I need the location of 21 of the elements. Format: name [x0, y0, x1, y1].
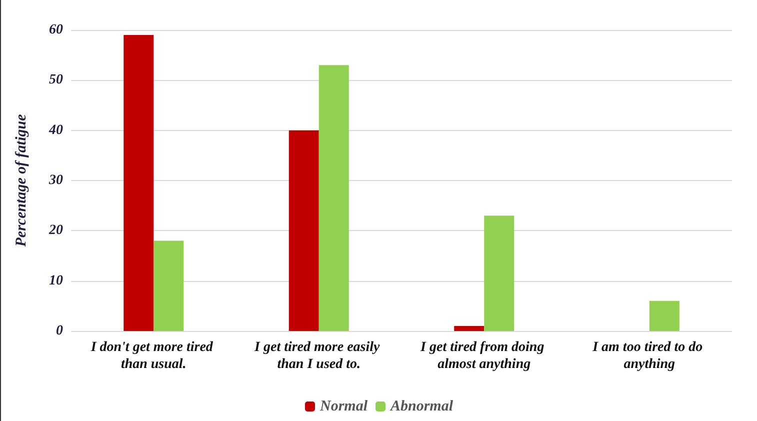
- y-tick-label: 30: [48, 173, 63, 188]
- bar: [124, 35, 154, 331]
- y-tick-label: 60: [49, 22, 63, 38]
- x-tick-label: I get tired from doing almost anything: [420, 340, 548, 372]
- x-tick-label: I don't get more tired than usual.: [90, 340, 216, 372]
- y-axis-title: Percentage of fatigue: [14, 114, 30, 247]
- y-tick-label: 0: [56, 324, 63, 338]
- bar: [484, 216, 514, 331]
- bar: [288, 130, 319, 331]
- x-tick-label: I get tired more easily than I used to.: [254, 340, 384, 372]
- bar: [318, 65, 349, 331]
- y-tick-label: 40: [48, 122, 63, 138]
- y-tick-label: 50: [49, 72, 63, 88]
- y-tick-label: 10: [49, 273, 63, 288]
- bar: [154, 240, 184, 331]
- legend-label: Normal: [318, 398, 368, 414]
- bar: [649, 300, 680, 331]
- bar: [454, 326, 484, 331]
- y-tick-label: 20: [48, 223, 63, 238]
- legend-label: Abnormal: [389, 398, 454, 414]
- x-tick-label: I am too tired to do anything: [592, 340, 706, 372]
